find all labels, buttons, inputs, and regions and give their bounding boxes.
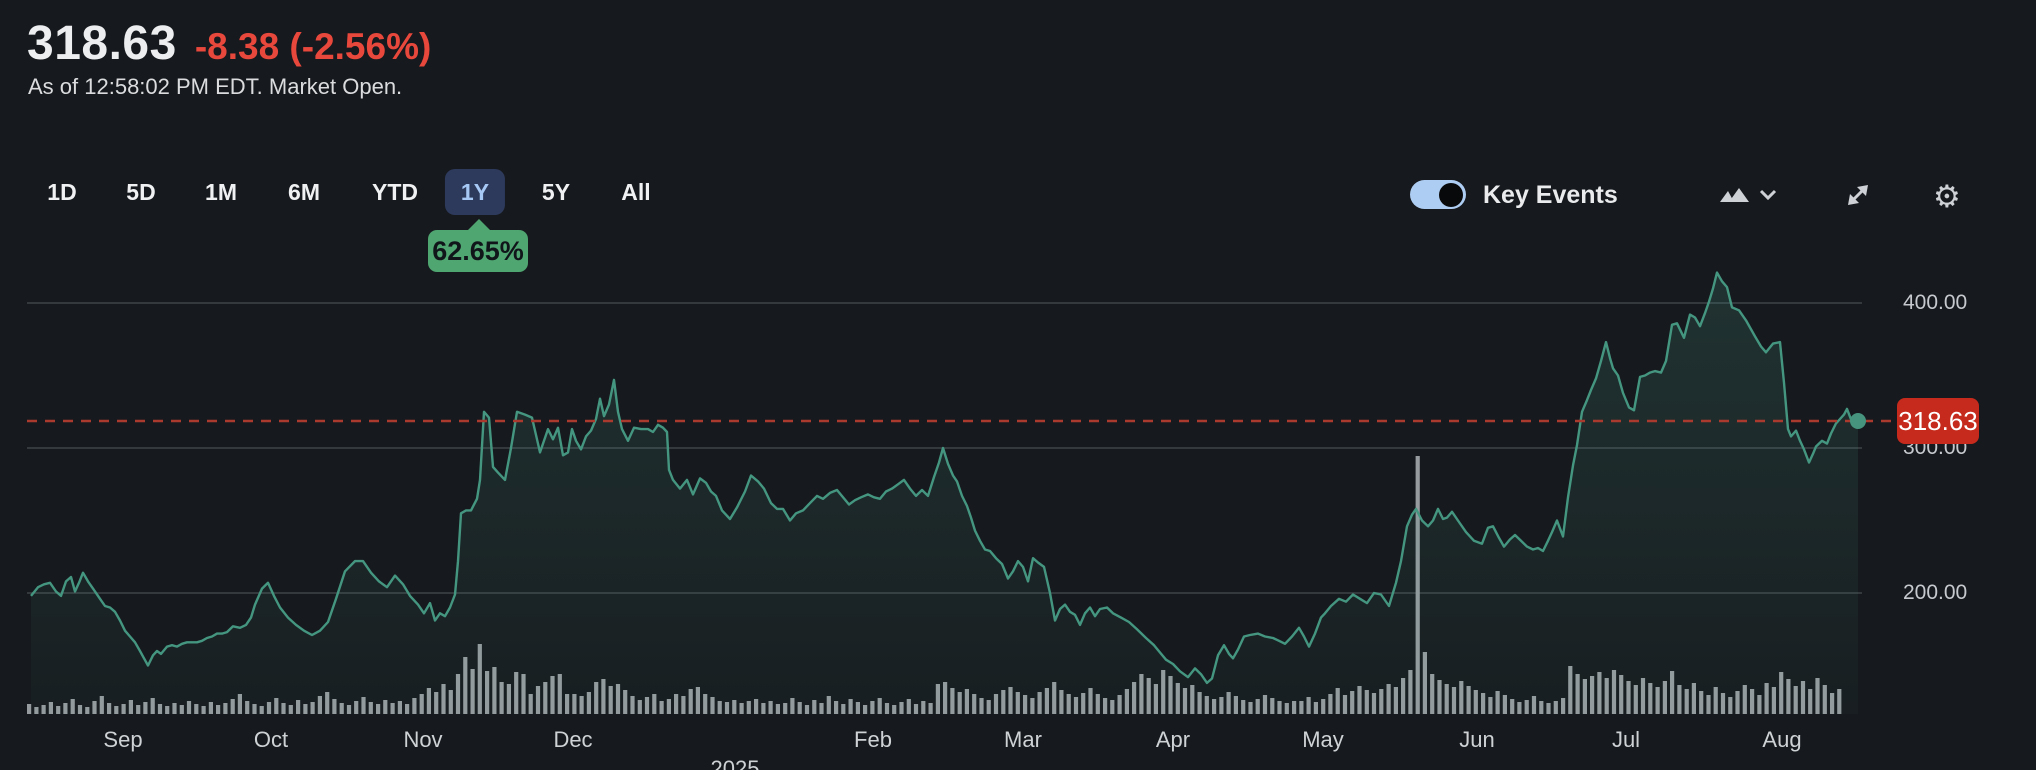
x-tick-dec: Dec (553, 727, 593, 752)
tab-1d[interactable]: 1D (47, 179, 77, 205)
x-tick-may: May (1302, 727, 1344, 752)
tab-5y[interactable]: 5Y (541, 179, 571, 205)
chart-type-button[interactable] (1720, 186, 1750, 209)
x-tick-year: 2025 (710, 756, 760, 770)
x-tick-mar: Mar (1004, 727, 1042, 752)
tab-5d[interactable]: 5D (126, 179, 156, 205)
current-price-tag: 318.63 (1897, 398, 1979, 444)
x-tick-sep: Sep (103, 727, 143, 752)
tab-1y[interactable]: 1Y (444, 169, 506, 215)
area-chart-icon (1720, 188, 1749, 202)
x-tick-jun: Jun (1459, 727, 1495, 752)
x-tick-aug: Aug (1762, 727, 1802, 752)
badge-arrow (467, 219, 491, 231)
key-events-toggle[interactable] (1410, 180, 1466, 209)
y-tick-400: 400.00 (1903, 291, 1968, 314)
fullscreen-button[interactable] (1845, 182, 1871, 213)
toggle-knob (1439, 182, 1463, 207)
period-return-badge: 62.65% (428, 230, 528, 272)
x-tick-nov: Nov (403, 727, 443, 752)
y-tick-200: 200.00 (1903, 581, 1968, 604)
x-tick-oct: Oct (253, 727, 289, 752)
price-change: -8.38 (-2.56%) (194, 26, 432, 67)
chevron-down-icon (1759, 189, 1777, 201)
chart-type-dropdown[interactable] (1758, 188, 1778, 206)
expand-icon (1848, 185, 1868, 205)
price-header: 318.63 -8.38 (-2.56%) (27, 16, 431, 71)
settings-gear-icon[interactable]: ⚙ (1933, 179, 1961, 214)
tab-6m[interactable]: 6M (288, 179, 320, 205)
x-tick-jul: Jul (1611, 727, 1641, 752)
tab-all[interactable]: All (621, 179, 651, 205)
as-of-timestamp: As of 12:58:02 PM EDT. Market Open. (28, 74, 403, 99)
key-events-label: Key Events (1483, 181, 1618, 209)
tab-1m[interactable]: 1M (205, 179, 237, 205)
x-tick-feb: Feb (854, 727, 892, 752)
x-tick-apr: Apr (1155, 727, 1191, 752)
tab-ytd[interactable]: YTD (372, 179, 418, 205)
current-price: 318.63 (27, 17, 177, 70)
